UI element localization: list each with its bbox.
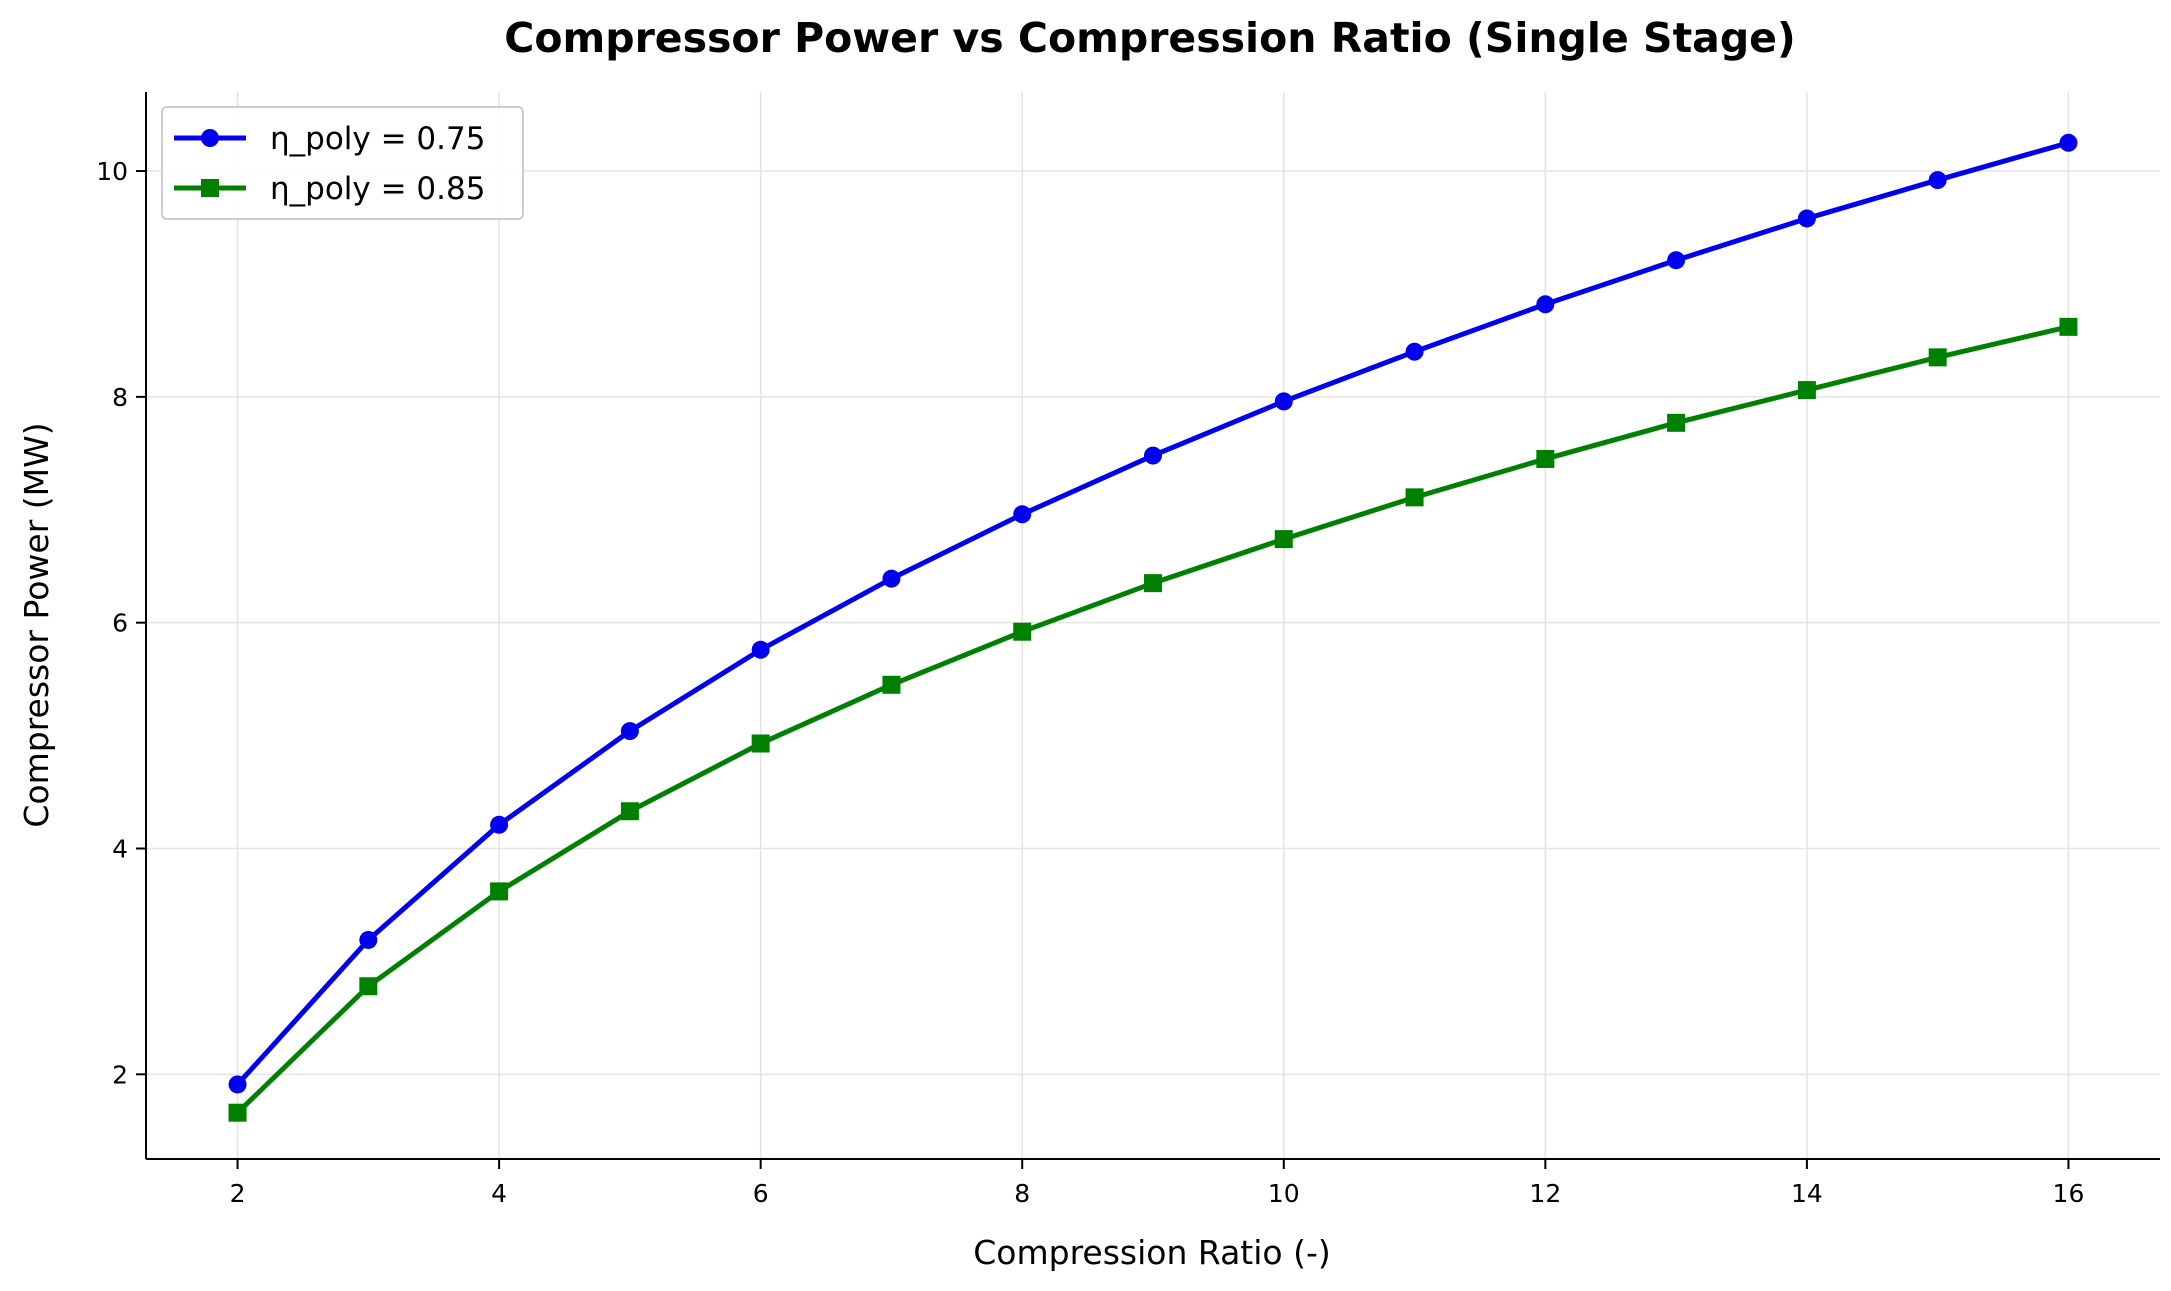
data-point [490,882,509,901]
data-point [2059,133,2078,152]
x-tick-label: 12 [1529,1179,1561,1208]
data-point [882,675,901,694]
data-point [1536,449,1555,468]
x-tick-label: 8 [1014,1179,1030,1208]
data-point [359,977,378,996]
y-axis-title: Compressor Power (MW) [17,422,56,827]
legend-marker [201,179,219,197]
data-point [751,640,770,659]
data-point [359,930,378,949]
axes [145,92,2160,1160]
legend-marker [201,129,219,147]
data-point [1405,488,1424,507]
data-point [1667,413,1686,432]
y-tick-label: 10 [96,157,128,186]
data-point [882,569,901,588]
x-tick-label: 16 [2053,1179,2085,1208]
legend-item: η_poly = 0.85 [174,171,485,207]
y-tick-label: 8 [112,383,128,412]
x-axis-title: Compression Ratio (-) [973,1233,1331,1272]
data-point [1013,505,1032,524]
data-point [751,734,770,753]
data-point [1144,574,1162,593]
data-point [1928,171,1947,190]
data-point [1536,295,1555,314]
data-point [1928,348,1947,367]
data-point [228,1103,247,1122]
y-tick-label: 6 [112,609,128,638]
ticks: 2 4 6 8 10 12 14 16 2 4 6 8 10 [96,157,2084,1208]
x-tick-label: 14 [1791,1179,1823,1208]
legend-label: η_poly = 0.75 [270,121,485,157]
data-point [1797,209,1816,228]
series-layer [228,133,2078,1122]
series-1 [228,133,2078,1094]
data-point [1013,622,1032,641]
grid [146,92,2160,1159]
data-point [1274,392,1293,411]
legend: η_poly = 0.75 η_poly = 0.85 [161,106,524,220]
data-point [1797,381,1816,400]
chart-title: Compressor Power vs Compression Ratio (S… [504,14,1795,62]
data-point [228,1075,247,1094]
y-tick-label: 4 [112,834,128,863]
y-tick-label: 2 [112,1060,128,1089]
data-point [1274,530,1293,549]
data-point [490,815,509,834]
x-tick-label: 10 [1268,1179,1300,1208]
data-point [1667,251,1686,270]
legend-label: η_poly = 0.85 [270,171,485,207]
data-point [620,802,639,821]
legend-item: η_poly = 0.75 [174,121,485,157]
data-point [620,722,639,741]
data-point [1405,342,1424,361]
x-tick-label: 6 [753,1179,769,1208]
series-2 [228,317,2078,1122]
legend-box [161,106,524,220]
data-point [1144,446,1162,465]
x-tick-label: 2 [230,1179,246,1208]
data-point [2059,317,2078,336]
x-tick-label: 4 [491,1179,507,1208]
